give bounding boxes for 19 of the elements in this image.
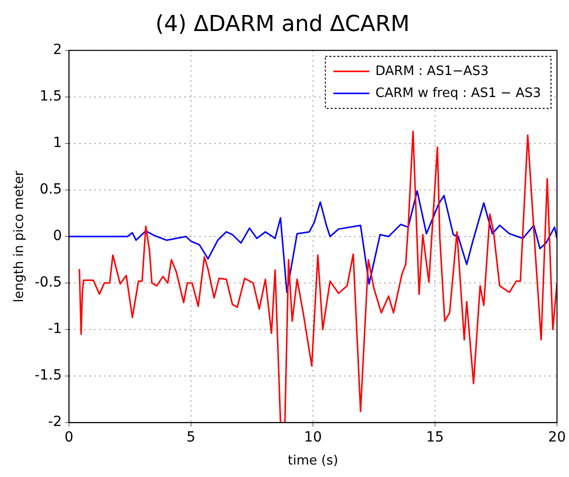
x-tick-label: 15 xyxy=(426,430,444,446)
y-tick-label: 1.5 xyxy=(40,88,62,105)
y-tick-label: -2 xyxy=(48,414,62,430)
y-tick-label: -0.5 xyxy=(34,274,62,291)
legend-label: DARM : AS1−AS3 xyxy=(375,64,489,79)
y-tick-label: 0.5 xyxy=(40,182,62,198)
y-axis-title: length in pico meter xyxy=(12,170,28,302)
x-tick-label: 20 xyxy=(548,430,566,446)
x-axis-title: time (s) xyxy=(288,454,338,469)
y-tick-label: -1.5 xyxy=(34,368,62,384)
x-tick-label: 5 xyxy=(186,430,196,446)
x-tick-label: 0 xyxy=(64,430,74,446)
legend-label: CARM w freq : AS1 − AS3 xyxy=(375,86,542,101)
x-tick-label: 10 xyxy=(304,430,322,446)
y-tick-label: 0 xyxy=(52,228,62,244)
y-tick-label: 2 xyxy=(52,42,62,58)
chart-title: (4) ΔDARM and ΔCARM xyxy=(155,12,410,37)
y-tick-label: 1 xyxy=(52,135,62,152)
y-tick-label: -1 xyxy=(48,321,62,338)
